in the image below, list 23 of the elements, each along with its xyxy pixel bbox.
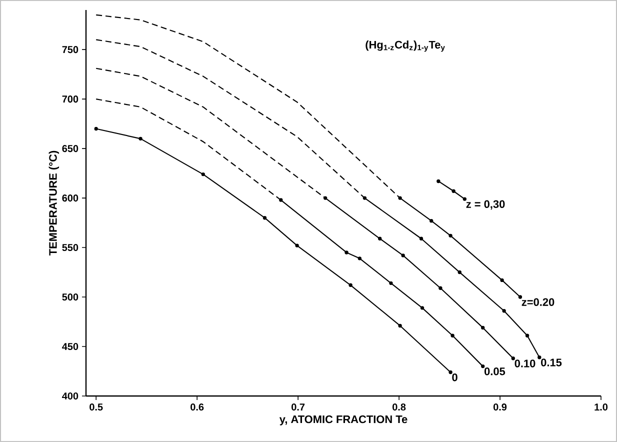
series-label: 0.15 (541, 358, 562, 366)
x-tick-label: 0.7 (292, 404, 305, 411)
y-tick-label: 400 (62, 392, 78, 400)
x-axis-title: y, ATOMIC FRACTION Te (279, 415, 408, 426)
x-tick-label: 0.8 (392, 404, 406, 411)
series-label: z=0.20 (522, 298, 554, 306)
x-tick-label: 0.9 (493, 404, 507, 411)
y-tick-label: 700 (62, 96, 78, 103)
series-label: 0.10 (514, 360, 536, 368)
y-tick-label: 550 (62, 244, 78, 252)
y-tick-label: 450 (62, 342, 78, 350)
annotation: (Hg$_{1-z}$Cd$_{z}$)$_{1-y}$Te$_{y}$ (366, 40, 445, 52)
series-label: z = 0,30 (466, 200, 505, 210)
series-label: 0.05 (484, 368, 506, 376)
y-tick-label: 500 (62, 294, 78, 301)
y-tick-label: 650 (62, 145, 78, 152)
series-label: 0 (452, 373, 458, 382)
y-tick-label: 600 (62, 194, 78, 202)
x-tick-label: 0.6 (190, 404, 204, 411)
y-tick-label: 750 (62, 46, 78, 54)
y-axis-title: TEMPERATURE (°C) (48, 150, 60, 256)
x-tick-label: 0.5 (90, 404, 103, 411)
x-tick-label: 1.0 (594, 404, 608, 411)
